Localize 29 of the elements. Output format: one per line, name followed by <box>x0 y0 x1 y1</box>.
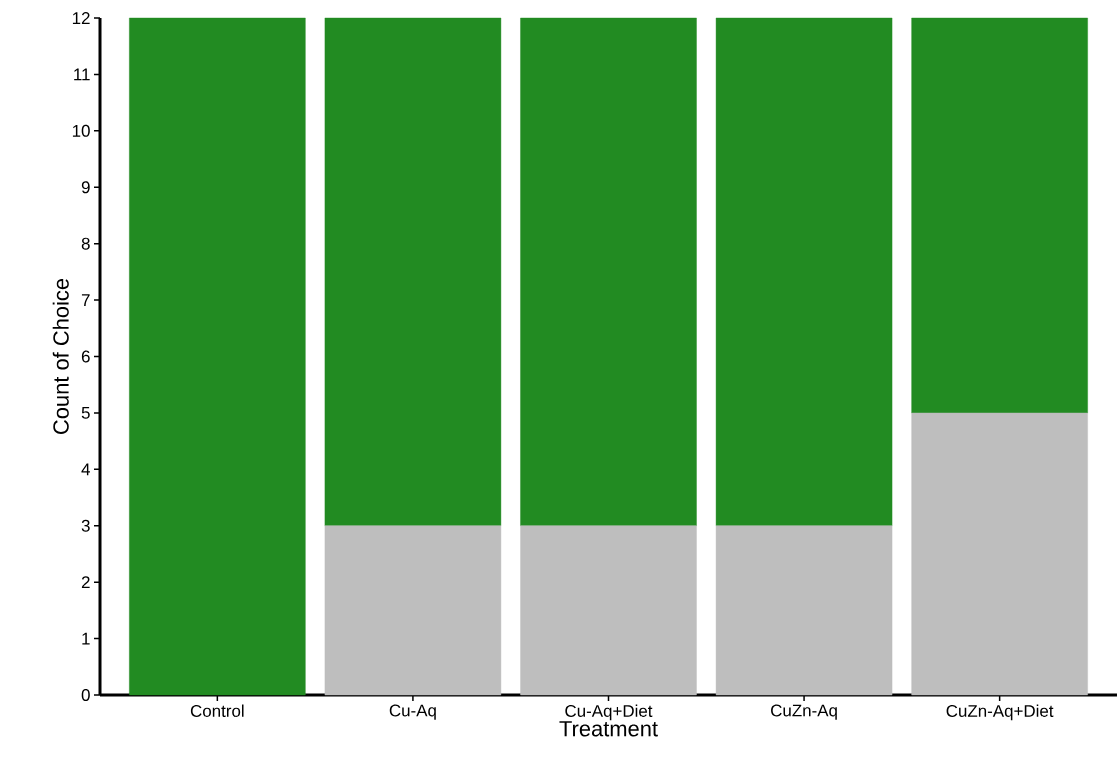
y-axis-title: Count of Choice <box>52 278 69 434</box>
bar <box>911 412 1088 696</box>
y-tick-label: 7 <box>81 294 90 306</box>
x-tick-label: Cu-Aq <box>389 704 436 720</box>
bar <box>520 17 697 526</box>
y-tick-label: 3 <box>81 519 90 532</box>
x-axis-title: Treatment <box>559 721 658 737</box>
bar <box>324 525 502 696</box>
y-tick-label: 5 <box>81 407 90 419</box>
x-tick-label: Control <box>190 704 244 717</box>
y-tick-label: 12 <box>72 12 90 24</box>
bar <box>911 17 1088 414</box>
y-tick-label: 4 <box>81 463 90 476</box>
bar <box>520 525 697 696</box>
y-tick-label: 8 <box>81 237 90 250</box>
bar <box>715 525 893 696</box>
y-tick-label: 1 <box>82 632 90 645</box>
bar <box>324 17 502 526</box>
y-tick-label: 10 <box>72 124 90 137</box>
y-tick-label: 11 <box>74 68 90 81</box>
bar <box>129 17 306 696</box>
y-tick-label: 2 <box>81 576 90 589</box>
x-tick-label: CuZn-Aq <box>771 704 837 720</box>
x-tick-label: Cu-Aq+Diet <box>565 704 653 721</box>
bar <box>715 17 893 526</box>
y-tick-label: 9 <box>81 181 90 194</box>
y-tick-label: 0 <box>81 689 90 701</box>
x-tick-label: CuZn-Aq+Diet <box>946 704 1054 721</box>
y-tick-label: 6 <box>81 350 90 363</box>
